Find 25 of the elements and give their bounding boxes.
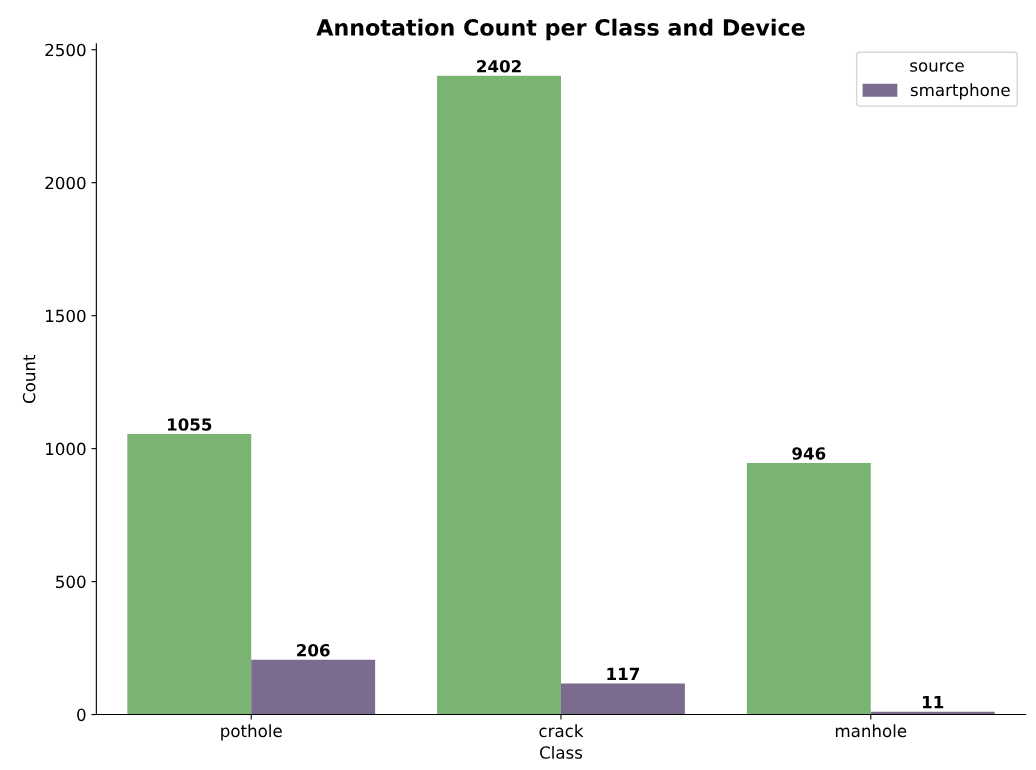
- y-tick-label: 1000: [46, 442, 86, 456]
- data-label: 2402: [477, 59, 521, 73]
- chart-title: Annotation Count per Class and Device: [316, 18, 805, 41]
- x-tick-label: pothole: [221, 724, 282, 741]
- y-tick-label: 1500: [46, 309, 86, 323]
- y-tick-label: 2000: [45, 176, 86, 190]
- y-axis-title: Count: [22, 354, 36, 404]
- y-tick-label: 2500: [45, 43, 86, 57]
- bar: [437, 75, 561, 715]
- bar: [251, 659, 376, 715]
- data-label: 946: [792, 447, 826, 460]
- x-tick-label: manhole: [835, 724, 907, 738]
- data-label: 206: [297, 643, 330, 657]
- bar: [127, 434, 252, 715]
- data-label: 11: [922, 696, 944, 709]
- x-tick-label: crack: [539, 724, 584, 738]
- y-tick-label: 500: [56, 575, 86, 589]
- data-label: 1055: [167, 418, 212, 431]
- legend-title: source: [910, 62, 964, 72]
- x-axis-title: Class: [540, 745, 583, 759]
- legend-label: smartphone: [910, 83, 1010, 100]
- data-label: 117: [607, 667, 640, 680]
- y-tick-label: 0: [77, 708, 86, 722]
- bar: [746, 462, 871, 715]
- bar: [560, 683, 685, 715]
